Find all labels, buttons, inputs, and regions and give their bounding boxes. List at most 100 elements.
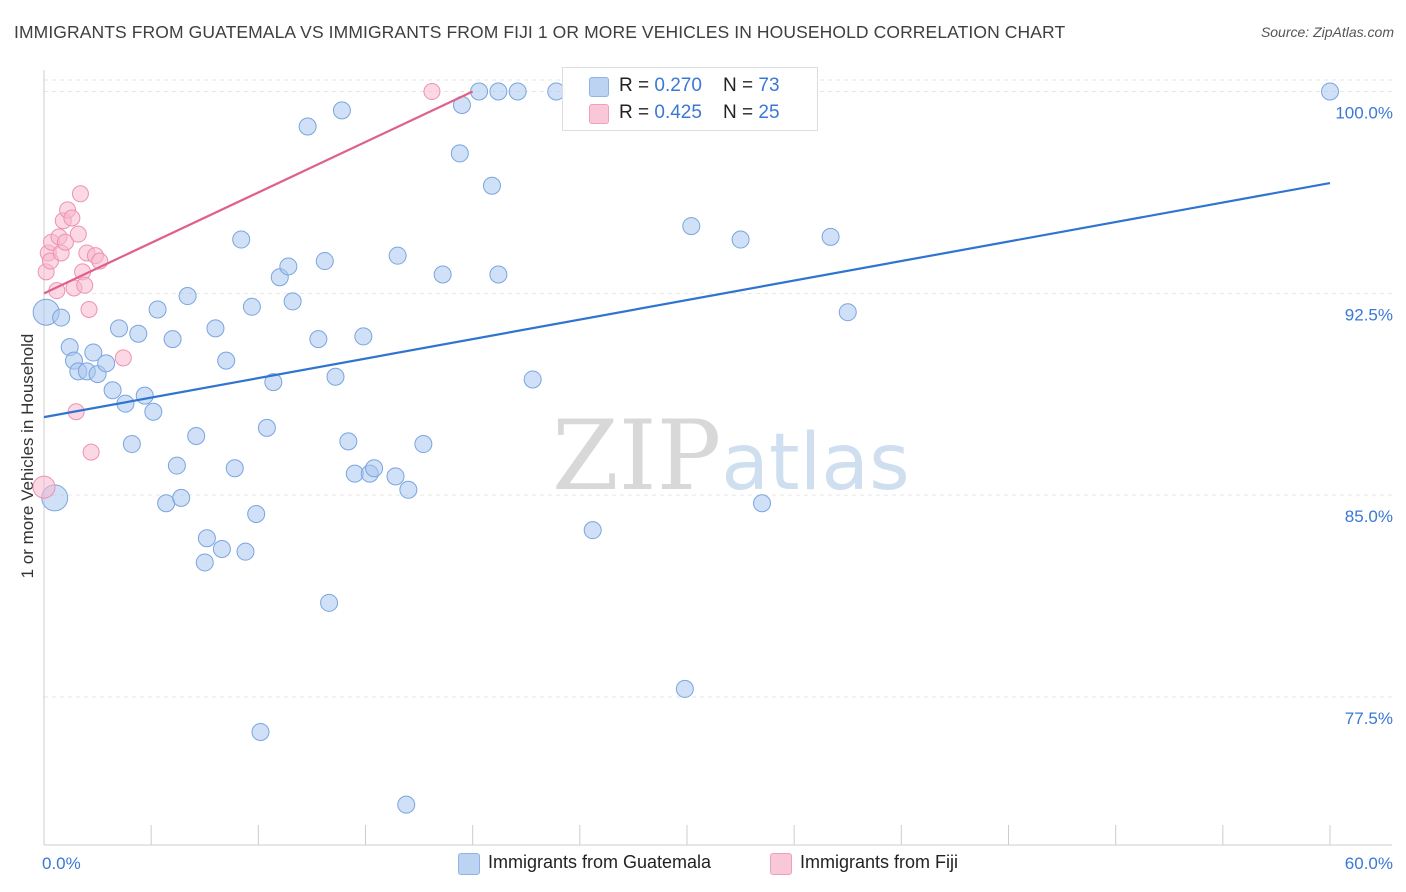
- y-tick-label: 92.5%: [1345, 305, 1393, 324]
- guatemala-point: [178, 287, 197, 306]
- guatemala-point: [298, 117, 317, 136]
- guatemala-point: [320, 593, 339, 612]
- guatemala-point: [583, 521, 602, 540]
- legend-swatch-guatemala: [589, 77, 609, 97]
- trend-line-fiji: [43, 90, 474, 295]
- fiji-point: [56, 233, 74, 251]
- guatemala-point: [326, 367, 345, 386]
- guatemala-point: [489, 265, 508, 284]
- guatemala-point: [172, 488, 191, 507]
- fiji-point: [76, 276, 94, 294]
- guatemala-point: [731, 230, 750, 249]
- watermark-zip: ZIP: [552, 400, 722, 512]
- x-tick-label: 60.0%: [1345, 854, 1393, 873]
- guatemala-point: [489, 82, 508, 101]
- guatemala-point: [232, 230, 251, 249]
- guatemala-point: [225, 459, 244, 478]
- guatemala-point: [97, 354, 116, 373]
- guatemala-point: [1321, 82, 1339, 101]
- guatemala-point: [206, 319, 225, 338]
- guatemala-point: [675, 679, 694, 698]
- legend-r-label: R =: [619, 75, 655, 96]
- y-tick-label: 100.0%: [1335, 104, 1393, 123]
- grid-lines: [44, 79, 1392, 698]
- trend-lines: [43, 90, 1331, 419]
- y-tick-label: 85.0%: [1345, 507, 1393, 526]
- guatemala-point: [386, 467, 405, 486]
- guatemala-point: [163, 330, 182, 349]
- guatemala-point: [247, 505, 266, 524]
- guatemala-point: [251, 722, 270, 741]
- guatemala-point: [414, 435, 433, 454]
- fiji-point: [69, 225, 87, 243]
- guatemala-point: [339, 432, 358, 451]
- guatemala-point: [283, 292, 302, 311]
- guatemala-point: [397, 795, 416, 814]
- fiji-point: [32, 475, 56, 499]
- guatemala-point: [838, 303, 857, 322]
- bottom-legend-swatch-guatemala: [458, 853, 480, 875]
- guatemala-point: [144, 402, 163, 421]
- guatemala-point: [821, 227, 840, 246]
- guatemala-point: [470, 82, 489, 101]
- bottom-legend-swatch-fiji: [770, 853, 792, 875]
- guatemala-point: [103, 381, 122, 400]
- legend-n-label: N =: [723, 102, 759, 123]
- series-guatemala-points: [32, 82, 1339, 814]
- fiji-point: [114, 349, 132, 367]
- guatemala-point: [197, 529, 216, 548]
- guatemala-point: [52, 308, 71, 327]
- fiji-point: [423, 83, 441, 101]
- axes: [43, 70, 1392, 846]
- legend-n-value: 73: [758, 75, 780, 96]
- tick-labels: 100.0% 92.5% 85.0% 77.5% 0.0% 60.0%: [42, 104, 1393, 873]
- legend-n-label: N =: [723, 75, 759, 96]
- guatemala-point: [217, 351, 236, 370]
- guatemala-point: [195, 553, 214, 572]
- legend-text-guatemala: R = 0.270 N = 73: [619, 75, 780, 97]
- fiji-point: [63, 209, 81, 227]
- guatemala-point: [482, 176, 501, 195]
- guatemala-point: [279, 257, 298, 276]
- guatemala-point: [122, 435, 141, 454]
- guatemala-point: [354, 327, 373, 346]
- guatemala-point: [450, 144, 469, 163]
- guatemala-point: [129, 324, 148, 343]
- guatemala-point: [157, 494, 176, 513]
- bottom-legend-label-guatemala: Immigrants from Guatemala: [488, 852, 712, 872]
- bottom-legend-label-fiji: Immigrants from Fiji: [800, 852, 959, 872]
- guatemala-point: [167, 456, 186, 475]
- legend-text-fiji: R = 0.425 N = 25: [619, 102, 780, 124]
- guatemala-point: [345, 464, 364, 483]
- guatemala-point: [399, 480, 418, 499]
- legend-swatch-fiji: [589, 104, 609, 124]
- guatemala-point: [508, 82, 527, 101]
- fiji-point: [82, 443, 100, 461]
- guatemala-point: [365, 459, 384, 478]
- source-credit: Source: ZipAtlas.com: [1260, 24, 1394, 40]
- guatemala-point: [135, 386, 154, 405]
- legend-r-value: 0.425: [654, 102, 702, 123]
- series-fiji-points: [32, 83, 441, 499]
- guatemala-point: [257, 418, 276, 437]
- x-tick-label: 0.0%: [42, 854, 81, 873]
- y-tick-label: 77.5%: [1345, 709, 1393, 728]
- guatemala-point: [84, 343, 103, 362]
- legend-n-value: 25: [758, 102, 780, 123]
- guatemala-point: [682, 217, 701, 236]
- guatemala-point: [753, 494, 772, 513]
- guatemala-point: [332, 101, 351, 120]
- guatemala-point: [242, 297, 261, 316]
- watermark-atlas: atlas: [721, 418, 910, 508]
- guatemala-point: [388, 246, 407, 265]
- legend-r-label: R =: [619, 102, 655, 123]
- guatemala-point: [187, 426, 206, 445]
- chart-title: IMMIGRANTS FROM GUATEMALA VS IMMIGRANTS …: [14, 22, 1066, 42]
- guatemala-point: [110, 319, 129, 338]
- guatemala-point: [236, 542, 255, 561]
- fiji-point: [80, 300, 98, 318]
- guatemala-point: [148, 300, 167, 319]
- trend-line-guatemala: [43, 181, 1331, 419]
- guatemala-point: [212, 539, 231, 558]
- stats-legend: R = 0.270 N = 73 R = 0.425 N = 25: [562, 67, 818, 131]
